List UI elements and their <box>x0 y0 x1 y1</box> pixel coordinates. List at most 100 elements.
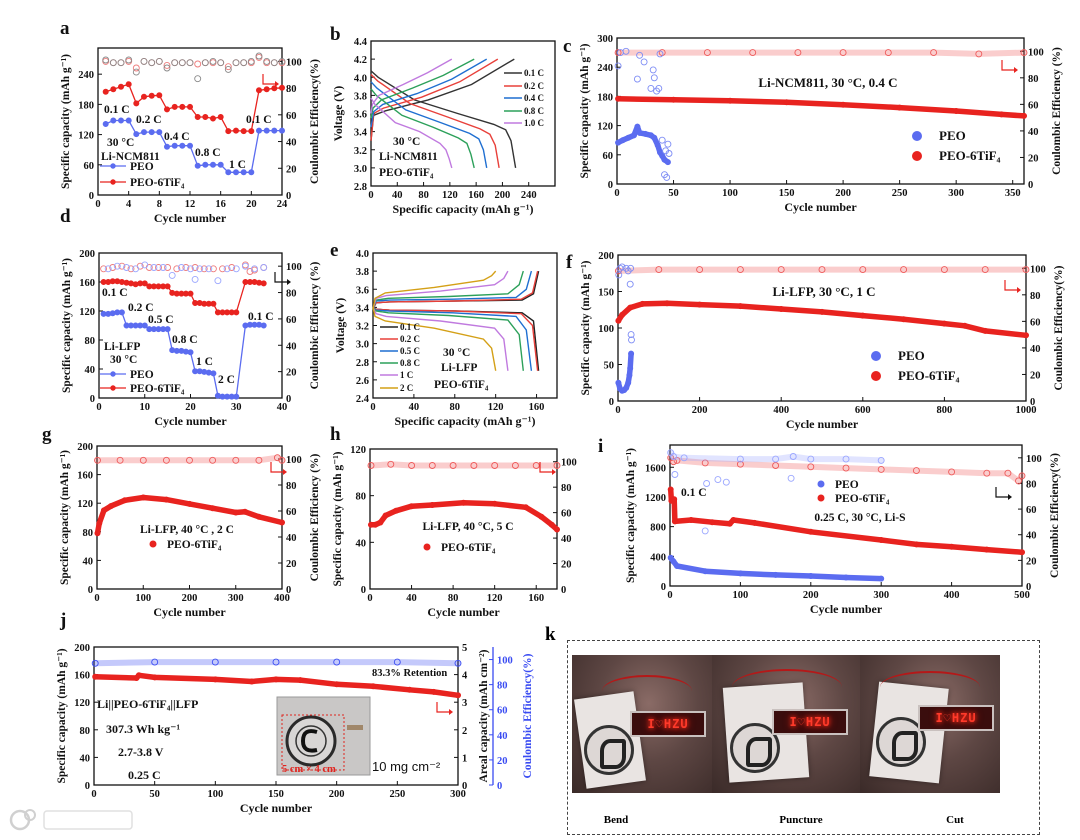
x-tick-label: 160 <box>528 593 544 604</box>
a-peo-6tif-point <box>133 100 140 107</box>
d-peo-6tif-ce-point <box>191 264 199 271</box>
y-tick-label: 200 <box>79 249 95 260</box>
y2-tick-label: 60 <box>286 507 297 518</box>
x-tick-label: 200 <box>495 190 511 201</box>
x-tick-label: 400 <box>944 590 960 601</box>
i-peo-point <box>673 562 680 569</box>
x-tick-label: 80 <box>450 402 461 413</box>
a-peo-6tif-point <box>118 83 125 90</box>
c-peo-point <box>664 159 671 166</box>
led-text: I♡HZU <box>935 711 977 725</box>
annotation: Li-NCM811 <box>379 151 438 163</box>
a-peo-6tif-point <box>148 92 155 99</box>
h-peo-6tif-point <box>408 503 415 510</box>
x-tick-label: 800 <box>937 405 953 416</box>
legend: PEO PEO-6TiF₄ <box>100 369 185 395</box>
y2-tick-label: 0 <box>561 585 566 596</box>
plot-frame <box>616 37 1025 185</box>
y2-tick-label: 60 <box>1028 100 1039 111</box>
c-peo-ce-point <box>636 51 644 59</box>
d-peo-6tif-ce-point <box>209 265 217 273</box>
led-text: I♡HZU <box>647 717 689 731</box>
legend-marker <box>871 371 881 381</box>
legend-label: 0.1 C <box>400 322 420 332</box>
a-peo-6tif-point <box>194 114 201 121</box>
y-tick-label: 40 <box>80 753 91 764</box>
x-tick-label: 300 <box>450 789 466 800</box>
right-axis-arrow-icon <box>270 462 283 473</box>
x-axis-label: Cycle number <box>784 200 857 214</box>
y3-tick-label: 0 <box>497 781 502 792</box>
annotation: 10 mg cm⁻² <box>372 759 441 774</box>
f-peo-6tif-point <box>615 317 622 324</box>
x-tick-label: 12 <box>185 199 196 210</box>
y-tick-label: 240 <box>78 70 94 81</box>
a-peo-point <box>255 127 262 134</box>
f-peo-ce-point <box>618 263 626 271</box>
c-peo-ce-point <box>650 74 658 82</box>
annotation: 0.1 C <box>102 287 128 299</box>
annotation: Li-LFP, 30 °C, 1 C <box>773 284 876 299</box>
i-peo-6tif-point <box>913 541 920 548</box>
j-capacity-point <box>135 672 142 679</box>
b-0-8-c-charge-curve <box>370 58 475 119</box>
led-sign: I♡HZU <box>918 705 994 731</box>
y-tick-label: 0 <box>85 781 90 792</box>
d-peo-point <box>164 326 171 333</box>
a-peo-6tif-point <box>156 92 163 99</box>
j-coulombic-efficiency-point <box>151 658 159 666</box>
a-peo-point <box>141 129 148 136</box>
f-peo-6tif-ce-point <box>859 266 867 274</box>
x-tick-label: 24 <box>277 199 288 210</box>
y2-tick-label: 1 <box>462 753 467 764</box>
led-sign: I♡HZU <box>630 711 706 737</box>
y-tick-label: 0 <box>661 582 666 593</box>
series-capacity <box>92 672 461 699</box>
y-tick-label: 2.4 <box>356 394 370 405</box>
seal-inner-ring <box>295 725 327 757</box>
legend-label: 1 C <box>400 370 413 380</box>
x-tick-label: 160 <box>529 402 545 413</box>
i-peo-ce-outliers-point <box>671 471 679 478</box>
d-peo-ce-point <box>104 265 112 273</box>
d-peo-ce-point <box>241 262 249 270</box>
a-peo-ce-point <box>186 59 194 67</box>
g-peo-6tif-point <box>186 500 193 507</box>
a-peo-point <box>125 117 132 124</box>
h-peo-6tif-point <box>522 504 529 511</box>
legend-label: 2 C <box>400 383 413 393</box>
series-peo <box>615 350 635 394</box>
arrowhead-icon <box>1014 67 1018 73</box>
g-peo-6tif-ce-point <box>232 456 240 464</box>
series-peo-6tif <box>615 95 1027 119</box>
y-tick-label: 80 <box>80 726 91 737</box>
a-peo-ce-point <box>270 59 278 67</box>
series-peo-6tif <box>94 494 285 537</box>
i-peo-ce-point <box>842 455 850 463</box>
y2-tick-label: 60 <box>561 509 572 520</box>
series-peo <box>100 309 267 400</box>
i-peo-point <box>737 570 744 577</box>
j-capacity-point <box>333 681 340 688</box>
panel-i: i0 100 200 300 400 50004008001200160002040608… <box>598 436 1061 616</box>
x-tick-label: 250 <box>389 789 405 800</box>
y2-tick-label: 100 <box>561 458 577 469</box>
y-tick-label: 3.0 <box>354 164 367 175</box>
h-peo-6tif-ce-point <box>491 462 499 469</box>
c-peo-point <box>642 130 649 137</box>
y2-tick-label: 100 <box>1026 454 1042 465</box>
i-peo-6tif-point <box>671 496 678 503</box>
x-tick-label: 240 <box>521 190 537 201</box>
h-peo-6tif-point <box>372 521 379 528</box>
panel-label-b: b <box>330 24 341 45</box>
y-tick-label: 3.8 <box>354 91 367 102</box>
f-peo-6tif-ce-point <box>1022 266 1030 274</box>
series-peo-6tif <box>367 499 560 533</box>
c-peo-point <box>636 129 643 136</box>
wire <box>732 669 842 705</box>
legend-marker <box>110 371 116 377</box>
y-tick-label: 200 <box>74 643 90 654</box>
annotation: 0.25 C, 30 °C, Li-S <box>814 512 905 524</box>
x-tick-label: 400 <box>274 593 290 604</box>
c-peo-6tif-band <box>615 96 1027 119</box>
